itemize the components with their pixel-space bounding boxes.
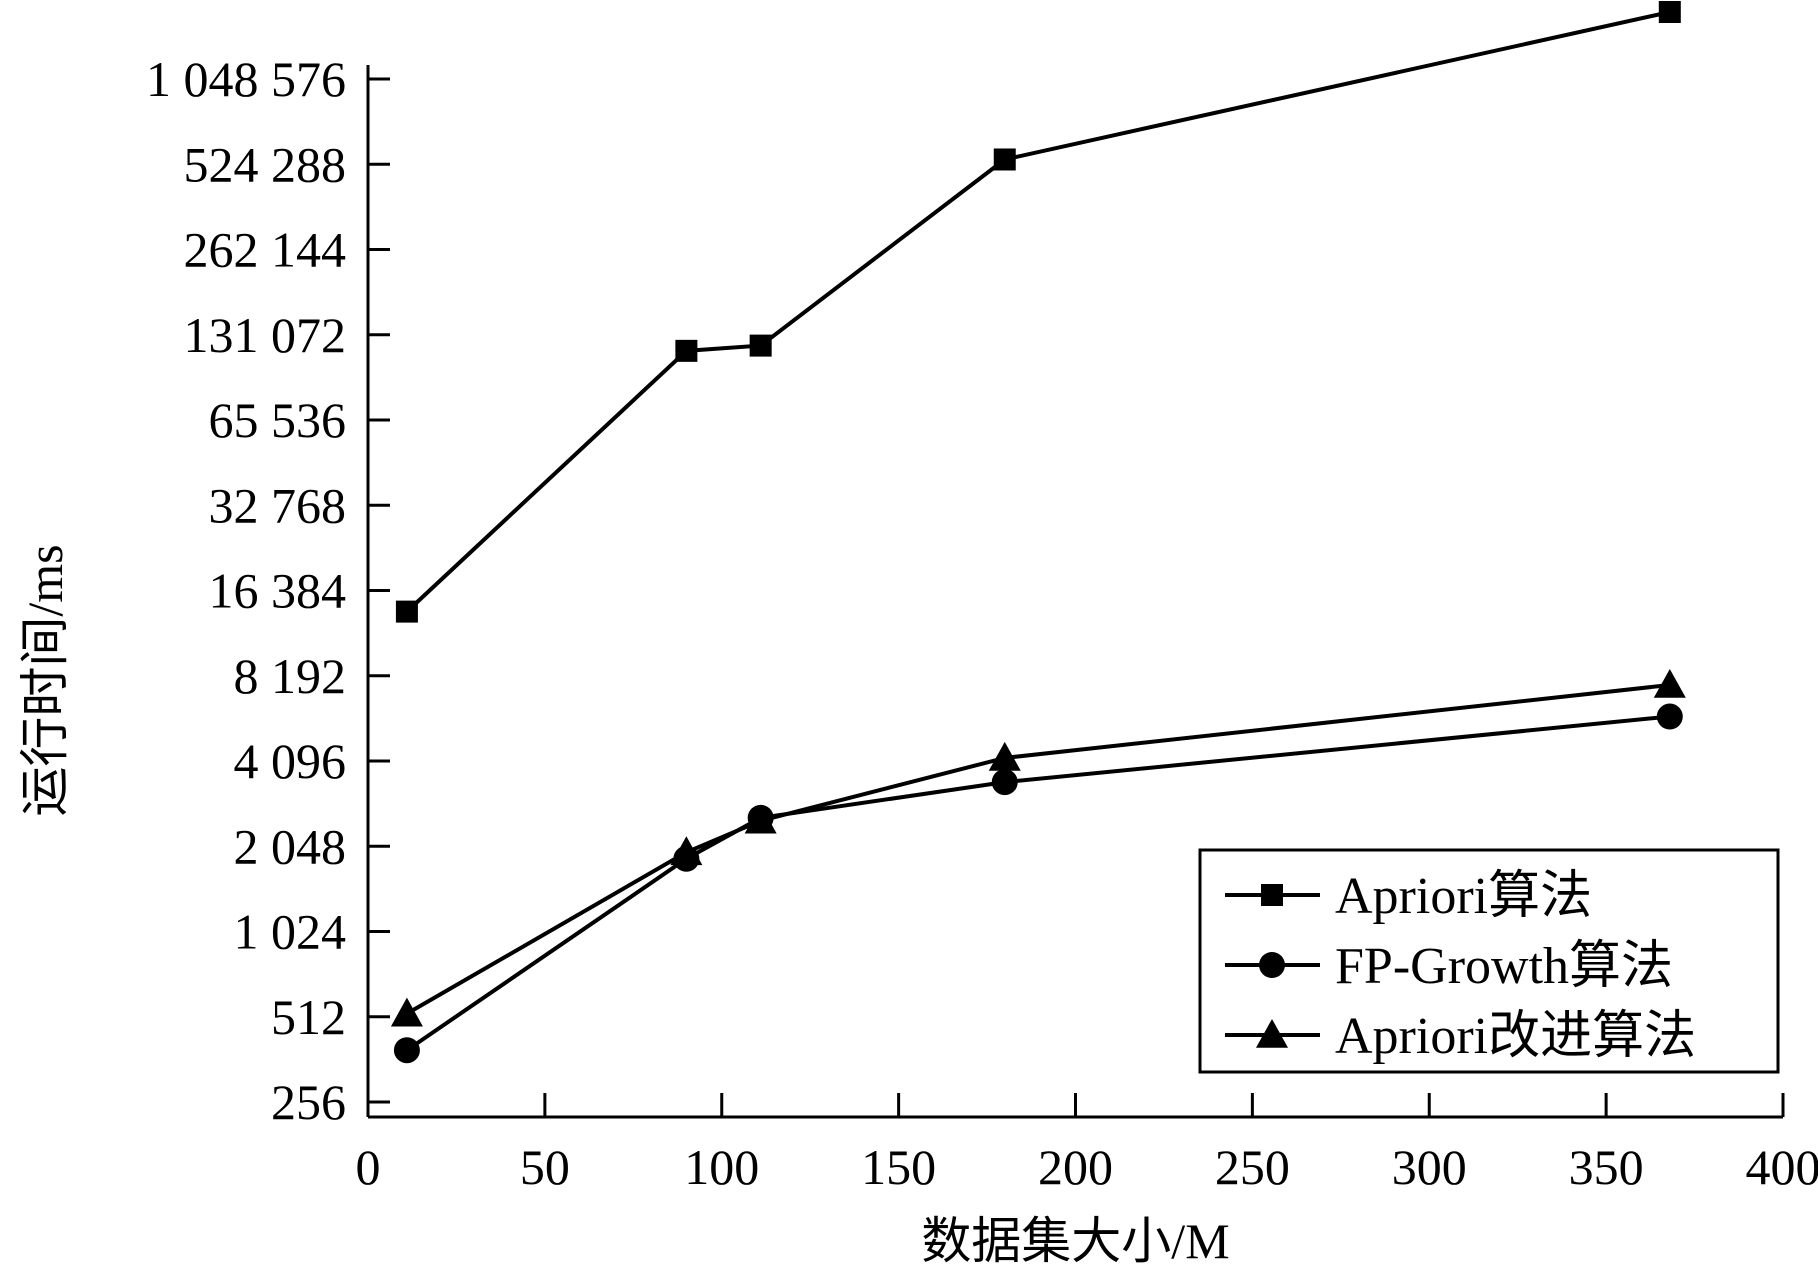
series-square xyxy=(395,1,1681,623)
y-tick-label: 8 192 xyxy=(234,648,347,704)
x-tick-label: 250 xyxy=(1215,1139,1290,1195)
y-tick-label: 65 536 xyxy=(209,392,347,448)
data-point xyxy=(991,769,1018,796)
y-ticks: 256 512 1 024 2 048 4 096 8 192 16 384 32 768 65… xyxy=(146,51,390,1130)
y-tick-label: 131 072 xyxy=(184,307,347,363)
data-point xyxy=(1656,703,1683,730)
data-point xyxy=(993,148,1016,171)
legend-entry: Apriori算法 xyxy=(1225,868,1592,925)
y-tick-label: 16 384 xyxy=(209,563,347,619)
data-point xyxy=(744,804,777,834)
x-ticks: 0 50 100 150 200 250 300 350 400 xyxy=(356,1093,1818,1195)
y-tick-label: 32 768 xyxy=(209,477,347,533)
legend-marker xyxy=(1259,952,1285,978)
data-point xyxy=(670,836,703,866)
legend-label: Apriori算法 xyxy=(1335,868,1592,925)
data-point xyxy=(749,334,772,357)
legend: Apriori算法 FP-Growth算法 Apriori改进算法 xyxy=(1198,848,1780,1074)
x-tick-label: 100 xyxy=(684,1139,759,1195)
series-line xyxy=(405,10,1671,614)
x-tick-label: 50 xyxy=(520,1139,570,1195)
x-tick-label: 150 xyxy=(861,1139,936,1195)
y-tick-label: 2 048 xyxy=(234,818,347,874)
legend-marker xyxy=(1261,884,1283,906)
y-tick-label: 1 024 xyxy=(234,904,347,960)
legend-marker xyxy=(1256,1019,1288,1048)
y-tick-label: 524 288 xyxy=(184,136,347,192)
series-layer xyxy=(390,1,1686,1064)
x-tick-label: 300 xyxy=(1392,1139,1467,1195)
data-point xyxy=(1653,668,1686,698)
data-point xyxy=(988,741,1021,771)
x-axis-title: 数据集大小/M xyxy=(921,1213,1229,1269)
data-point xyxy=(395,600,418,623)
x-tick-label: 0 xyxy=(356,1139,381,1195)
legend-entry: Apriori改进算法 xyxy=(1225,1008,1696,1065)
legend-entry: FP-Growth算法 xyxy=(1225,938,1673,995)
y-axis-title: 运行时间/ms xyxy=(17,544,73,816)
y-tick-label: 1 048 576 xyxy=(146,51,346,107)
y-tick-label: 256 xyxy=(271,1074,346,1130)
x-tick-label: 350 xyxy=(1569,1139,1644,1195)
legend-label: FP-Growth算法 xyxy=(1335,938,1673,995)
y-tick-label: 512 xyxy=(271,989,346,1045)
series-triangle xyxy=(390,668,1686,1027)
legend-label: Apriori改进算法 xyxy=(1335,1008,1696,1065)
data-point xyxy=(1658,1,1681,23)
x-tick-label: 200 xyxy=(1038,1139,1113,1195)
data-point xyxy=(393,1037,420,1064)
y-tick-label: 262 144 xyxy=(184,222,347,278)
y-tick-label: 4 096 xyxy=(234,733,347,789)
x-tick-label: 400 xyxy=(1746,1139,1818,1195)
data-point xyxy=(675,339,698,362)
data-point xyxy=(390,997,423,1027)
